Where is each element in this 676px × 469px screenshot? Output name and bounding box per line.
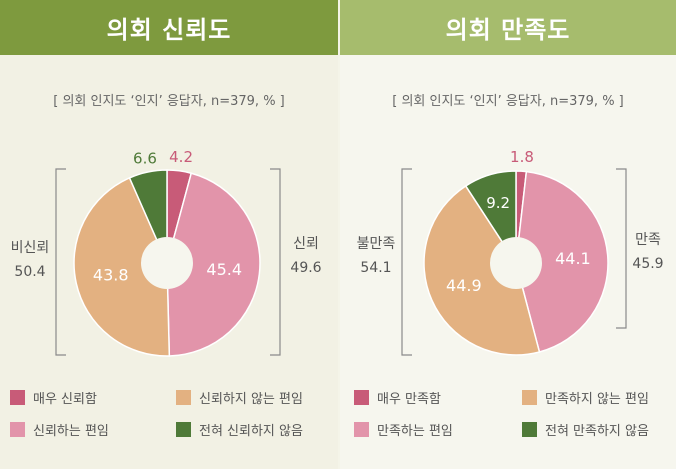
bracket-left-label: 불만족 <box>357 236 396 252</box>
legend-item-not-somewhat: 만족하지 않는 편임 <box>522 388 649 407</box>
legend-item-not-somewhat: 신뢰하지 않는 편임 <box>176 388 303 407</box>
legend-swatch <box>176 390 191 405</box>
satisfaction-title: 의회 만족도 <box>340 0 676 55</box>
bracket-right <box>270 168 281 356</box>
legend-item-somewhat: 만족하는 편임 <box>354 420 453 439</box>
data-label-not-at-all: 9.2 <box>486 194 510 212</box>
pie-slice-not-somewhat <box>73 176 171 357</box>
legend-label: 만족하지 않는 편임 <box>545 392 649 407</box>
data-label-very: 4.2 <box>169 148 193 166</box>
data-label-somewhat: 45.4 <box>206 260 242 279</box>
pie-slice-not-somewhat <box>423 184 541 356</box>
pie-slice-somewhat <box>515 170 609 353</box>
data-label-not-somewhat: 44.9 <box>446 276 482 295</box>
legend-label: 전혀 신뢰하지 않음 <box>199 424 303 439</box>
donut-hole <box>141 237 193 289</box>
legend-swatch <box>354 422 369 437</box>
bracket-left <box>55 168 66 356</box>
legend-swatch <box>176 422 191 437</box>
legend-item-very: 매우 만족함 <box>354 388 441 407</box>
satisfaction-panel: 의회 만족도 [ 의회 인지도 ‘인지’ 응답자, n=379, % ] 1.8… <box>340 0 676 469</box>
satisfaction-subtitle: [ 의회 인지도 ‘인지’ 응답자, n=379, % ] <box>392 94 624 109</box>
legend-label: 만족하는 편임 <box>377 424 453 439</box>
bracket-left <box>401 168 412 356</box>
legend-item-somewhat: 신뢰하는 편임 <box>10 420 109 439</box>
pie-slice-somewhat <box>166 172 261 357</box>
bracket-right-value: 49.6 <box>290 260 321 276</box>
trust-subtitle: [ 의회 인지도 ‘인지’ 응답자, n=379, % ] <box>53 94 285 109</box>
legend-item-not-at-all: 전혀 만족하지 않음 <box>522 420 649 439</box>
bracket-left-value: 54.1 <box>360 260 391 276</box>
trust-panel: 의회 신뢰도 [ 의회 인지도 ‘인지’ 응답자, n=379, % ] 4.2… <box>0 0 338 439</box>
legend-item-very: 매우 신뢰함 <box>10 388 97 407</box>
data-label-not-at-all: 6.6 <box>133 149 157 167</box>
trust-title: 의회 신뢰도 <box>0 0 338 55</box>
legend-swatch <box>10 422 25 437</box>
legend-swatch <box>522 422 537 437</box>
data-label-somewhat: 44.1 <box>555 249 591 268</box>
bracket-left-label: 비신뢰 <box>11 240 50 256</box>
legend-label: 매우 신뢰함 <box>33 392 97 407</box>
legend-label: 신뢰하지 않는 편임 <box>199 392 303 407</box>
legend-swatch <box>354 390 369 405</box>
legend-label: 신뢰하는 편임 <box>33 424 109 439</box>
legend-label: 전혀 만족하지 않음 <box>545 424 649 439</box>
pie-slice-not-at-all <box>464 170 517 266</box>
data-label-very: 1.8 <box>510 148 534 166</box>
bracket-right-label: 만족 <box>635 232 661 248</box>
bracket-right <box>616 168 627 329</box>
satisfaction-donut-chart: 1.8 44.1 44.9 9.2 만족 45.9 불만족 54.1 <box>357 148 664 356</box>
data-label-not-somewhat: 43.8 <box>93 266 129 285</box>
legend-swatch <box>10 390 25 405</box>
trust-donut-chart: 4.2 45.4 43.8 6.6 신뢰 49.6 비신뢰 50.4 <box>11 148 322 357</box>
bracket-right-label: 신뢰 <box>293 236 319 252</box>
bracket-right-value: 45.9 <box>632 256 663 272</box>
bracket-left-value: 50.4 <box>14 264 45 280</box>
donut-hole <box>490 237 542 289</box>
legend-swatch <box>522 390 537 405</box>
legend-item-not-at-all: 전혀 신뢰하지 않음 <box>176 420 303 439</box>
legend-label: 매우 만족함 <box>377 392 441 407</box>
